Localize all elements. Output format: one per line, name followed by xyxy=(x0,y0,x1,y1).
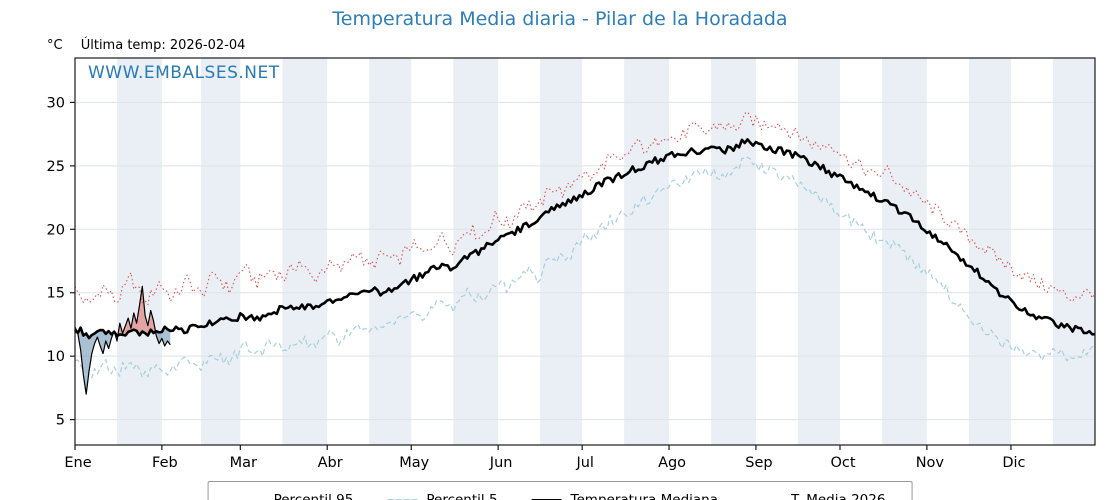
y-tick-label: 20 xyxy=(47,222,65,238)
chart-canvas: 5 10 15 20 25 30 Ene Feb Mar Abr May Jun Jul Ago Sep Oc… xyxy=(47,57,1096,471)
mediana-line-swatch xyxy=(531,498,562,500)
legend-item-percentil-5: Percentil 5 xyxy=(387,492,498,500)
chart-title: Temperatura Media diaria - Pilar de la H… xyxy=(332,8,788,30)
y-tick-label: 5 xyxy=(56,413,65,429)
fill-below-median xyxy=(77,326,171,395)
deviation-fills xyxy=(75,286,171,395)
month-bands xyxy=(117,58,1095,445)
axis-header: °C Última temp: 2026-02-04 xyxy=(47,38,245,53)
watermark-text: WWW.EMBALSES.NET xyxy=(88,63,280,83)
axes: 5 10 15 20 25 30 Ene Feb Mar Abr May Jun Jul Ago Sep Oc… xyxy=(47,95,1026,471)
legend-item-t-media-2026: T. Media 2026 xyxy=(752,492,885,500)
series-line-percentil-95 xyxy=(74,111,1096,306)
x-tick-label: Oct xyxy=(830,455,855,471)
y-tick-label: 10 xyxy=(47,349,65,365)
legend-item-percentil-95: Percentil 95 xyxy=(234,492,354,500)
legend-label: Percentil 95 xyxy=(273,492,354,500)
x-tick-label: Ene xyxy=(64,455,91,471)
x-tick-label: Jul xyxy=(575,455,594,471)
y-axis-unit-label: °C xyxy=(47,38,63,53)
x-tick-label: Sep xyxy=(745,455,772,471)
x-tick-label: Nov xyxy=(916,455,945,471)
legend-box: Percentil 95 Percentil 5 Temperatura Med… xyxy=(207,481,913,500)
series-line-percentil-5 xyxy=(74,156,1096,381)
fill-above-median xyxy=(75,286,156,336)
y-tick-label: 30 xyxy=(47,95,65,111)
x-tick-label: Jun xyxy=(489,455,513,471)
legend-label: Temperatura Mediana xyxy=(570,492,718,500)
legend-label: Percentil 5 xyxy=(426,492,498,500)
x-tick-label: Abr xyxy=(318,455,343,471)
y-tick-label: 25 xyxy=(47,159,65,175)
legend-label: T. Media 2026 xyxy=(791,492,886,500)
x-tick-label: May xyxy=(399,455,429,471)
x-tick-label: Mar xyxy=(230,455,257,471)
series-line-temperatura-mediana xyxy=(74,138,1096,340)
plot-frame xyxy=(74,57,1096,446)
y-tick-label: 15 xyxy=(47,286,65,302)
x-tick-label: Ago xyxy=(658,455,686,471)
x-tick-label: Dic xyxy=(1002,455,1025,471)
last-temp-label: Última temp: 2026-02-04 xyxy=(80,38,246,53)
x-tick-label: Feb xyxy=(152,455,178,471)
legend-item-temperatura-mediana: Temperatura Mediana xyxy=(531,492,718,500)
series-line-t-media-2026 xyxy=(74,285,171,395)
